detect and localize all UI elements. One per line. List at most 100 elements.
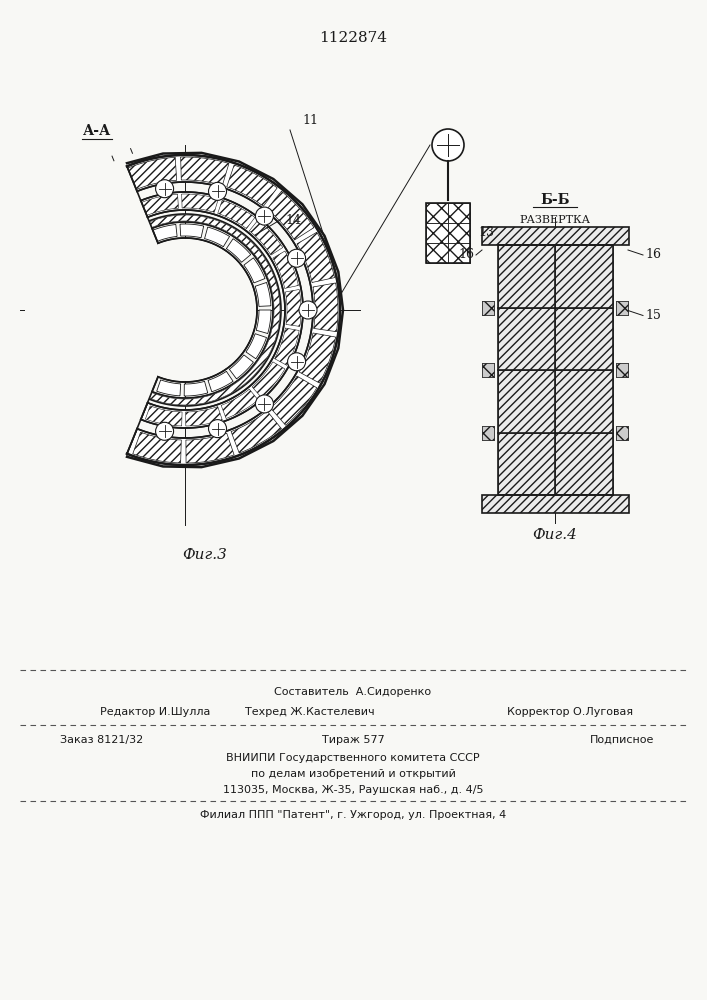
Bar	[616, 300, 628, 314]
Text: Техред Ж.Кастелевич: Техред Ж.Кастелевич	[245, 707, 375, 717]
Bar	[482, 426, 494, 440]
Bar	[556, 245, 613, 308]
Polygon shape	[218, 200, 255, 229]
Text: по делам изобретений и открытий: по делам изобретений и открытий	[250, 769, 455, 779]
Polygon shape	[286, 289, 301, 326]
Bar	[498, 308, 556, 370]
Polygon shape	[246, 334, 267, 359]
Bar	[482, 300, 494, 314]
Text: 16: 16	[645, 248, 661, 261]
Polygon shape	[127, 155, 340, 465]
Circle shape	[288, 353, 305, 371]
Text: Б-Б: Б-Б	[540, 193, 570, 207]
Text: Фиг.3: Фиг.3	[182, 548, 228, 562]
Bar	[616, 363, 628, 377]
Polygon shape	[208, 371, 233, 392]
Polygon shape	[149, 214, 281, 406]
Polygon shape	[186, 433, 234, 463]
Polygon shape	[299, 333, 336, 383]
Bar	[482, 363, 494, 377]
Circle shape	[432, 129, 464, 161]
Circle shape	[156, 180, 174, 198]
Text: 11: 11	[302, 113, 318, 126]
Bar	[498, 370, 556, 432]
Bar	[448, 243, 470, 263]
Text: Подписное: Подписное	[590, 735, 655, 745]
Bar	[498, 245, 556, 308]
Polygon shape	[153, 224, 177, 241]
Polygon shape	[229, 355, 253, 379]
Bar	[426, 243, 448, 263]
Circle shape	[288, 249, 305, 267]
Polygon shape	[25, 162, 185, 458]
Polygon shape	[231, 411, 281, 453]
Polygon shape	[244, 258, 265, 283]
Polygon shape	[204, 227, 230, 247]
Polygon shape	[182, 194, 218, 212]
Polygon shape	[226, 239, 251, 262]
Text: Филиал ППП "Патент", г. Ужгород, ул. Проектная, 4: Филиал ППП "Патент", г. Ужгород, ул. Про…	[200, 810, 506, 820]
Polygon shape	[274, 328, 299, 365]
Text: 13: 13	[478, 227, 494, 239]
Circle shape	[114, 239, 256, 381]
Bar	[556, 432, 613, 495]
Text: 15: 15	[645, 309, 661, 322]
Bar	[616, 363, 628, 377]
Polygon shape	[297, 232, 334, 282]
Polygon shape	[273, 251, 298, 288]
Bar	[482, 363, 494, 377]
Circle shape	[209, 182, 226, 200]
Bar	[616, 426, 628, 440]
Polygon shape	[180, 224, 204, 238]
Polygon shape	[180, 157, 229, 185]
Bar	[482, 227, 629, 245]
Polygon shape	[141, 194, 178, 215]
Text: 113035, Москва, Ж-35, Раушская наб., д. 4/5: 113035, Москва, Ж-35, Раушская наб., д. …	[223, 785, 484, 795]
Polygon shape	[267, 191, 314, 240]
Circle shape	[209, 420, 226, 438]
Text: ВНИИПИ Государственного комитета СССР: ВНИИПИ Государственного комитета СССР	[226, 753, 480, 763]
Text: А-А: А-А	[83, 124, 111, 138]
Circle shape	[255, 207, 274, 225]
Bar	[426, 203, 448, 223]
Polygon shape	[186, 407, 222, 426]
Text: Составитель  А.Сидоренко: Составитель А.Сидоренко	[274, 687, 431, 697]
Bar	[482, 300, 494, 314]
Bar	[426, 223, 448, 243]
Text: Тираж 577: Тираж 577	[322, 735, 385, 745]
Polygon shape	[255, 282, 271, 306]
Polygon shape	[185, 381, 208, 396]
Polygon shape	[133, 432, 181, 463]
Polygon shape	[128, 157, 177, 189]
Polygon shape	[141, 192, 303, 428]
Polygon shape	[271, 376, 317, 425]
Text: Фиг.4: Фиг.4	[532, 528, 578, 542]
Polygon shape	[313, 283, 338, 332]
Circle shape	[255, 395, 274, 413]
Bar	[482, 495, 629, 513]
Bar	[556, 370, 613, 432]
Circle shape	[299, 301, 317, 319]
Bar	[426, 203, 470, 263]
Bar	[482, 426, 494, 440]
Circle shape	[156, 422, 174, 440]
Bar	[498, 245, 613, 495]
Bar	[498, 432, 556, 495]
Polygon shape	[256, 310, 271, 334]
Text: 1122874: 1122874	[319, 31, 387, 45]
Bar	[616, 300, 628, 314]
Polygon shape	[227, 165, 277, 206]
Text: Редактор И.Шулла: Редактор И.Шулла	[100, 707, 211, 717]
Text: Заказ 8121/32: Заказ 8121/32	[60, 735, 144, 745]
Bar	[616, 426, 628, 440]
Text: РАЗВЕРТКА: РАЗВЕРТКА	[520, 215, 590, 225]
Bar	[448, 223, 470, 243]
Polygon shape	[146, 406, 182, 426]
Polygon shape	[252, 362, 285, 397]
Bar	[448, 203, 470, 223]
Text: Корректор О.Луговая: Корректор О.Луговая	[507, 707, 633, 717]
Text: 14: 14	[285, 214, 301, 227]
Polygon shape	[157, 380, 181, 396]
Text: 16: 16	[458, 248, 474, 261]
Polygon shape	[250, 220, 283, 255]
